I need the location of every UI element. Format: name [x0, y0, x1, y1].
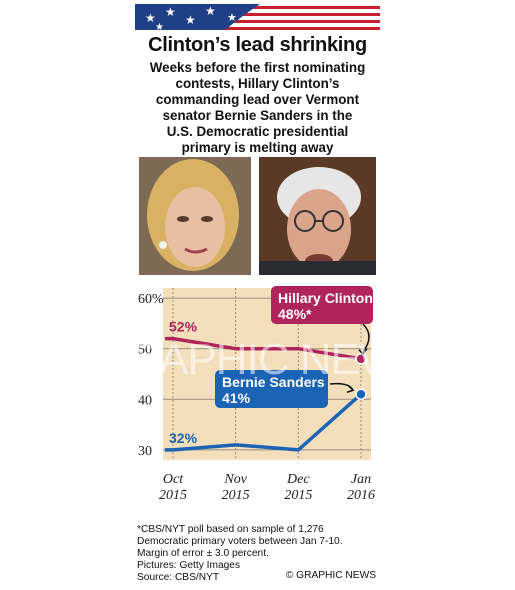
clinton-callout-value: 48%* — [278, 306, 312, 322]
sanders-callout-box — [215, 370, 328, 408]
x-tick-label: 2015 — [284, 488, 312, 503]
svg-text:★: ★ — [165, 5, 176, 19]
footnote: *CBS/NYT poll based on sample of 1,276 D… — [137, 524, 379, 584]
sanders-photo — [259, 157, 376, 275]
svg-text:★: ★ — [155, 22, 164, 30]
x-tick-label: 2015 — [222, 488, 250, 503]
footnote-line: *CBS/NYT poll based on sample of 1,276 — [137, 524, 324, 535]
x-tick-label: Jan — [351, 472, 371, 487]
y-tick-label: 60% — [138, 292, 164, 307]
y-tick-label: 50 — [138, 343, 152, 358]
x-tick-label: 2015 — [159, 488, 187, 503]
clinton-photo — [139, 157, 251, 275]
series-end-point — [355, 388, 367, 400]
svg-text:★: ★ — [185, 13, 196, 27]
series-line-clinton — [165, 336, 362, 361]
sanders-callout-value: 41% — [222, 390, 251, 406]
footnote-line: Pictures: Getty Images — [137, 560, 241, 571]
x-tick-label: Nov — [223, 472, 247, 487]
svg-text:★: ★ — [205, 4, 216, 18]
chart-title: Clinton’s lead shrinking — [148, 34, 367, 56]
arrowhead-icon — [346, 384, 355, 393]
y-tick-label: 30 — [138, 444, 152, 459]
clinton-callout-arrow — [362, 323, 370, 353]
svg-text:★: ★ — [145, 11, 156, 25]
x-tick-label: 2016 — [347, 488, 375, 503]
series-start-label: 52% — [169, 319, 198, 335]
chart-subtitle: Weeks before the first nominating contes… — [149, 60, 366, 155]
clinton-callout-box — [271, 286, 373, 324]
series-start-label: 32% — [169, 430, 198, 446]
sanders-callout-name: Bernie Sanders — [222, 374, 325, 390]
x-tick-label: Dec — [286, 472, 310, 487]
series-line-sanders — [165, 392, 363, 452]
y-tick-label: 40 — [138, 393, 152, 408]
clinton-callout-name: Hillary Clinton — [278, 290, 373, 306]
infographic-card: ★ ★ ★ ★ ★ ★ Clinton’s lead shrinking Wee… — [135, 4, 380, 584]
footnote-line: Source: CBS/NYT — [137, 572, 220, 583]
footnote-line: Democratic primary voters between Jan 7-… — [137, 536, 343, 547]
credit: © GRAPHIC NEWS — [285, 570, 376, 581]
series-end-point — [355, 353, 367, 365]
svg-text:★: ★ — [227, 12, 237, 24]
arrowhead-icon — [358, 348, 368, 355]
footnote-line: Margin of error ± 3.0 percent. — [137, 548, 269, 559]
candidate-photos — [139, 157, 376, 275]
poll-line-chart: 60%504030Oct2015Nov2015Dec2015Jan201652%… — [135, 280, 380, 503]
x-tick-label: Oct — [163, 472, 184, 487]
us-flag-banner: ★ ★ ★ ★ ★ ★ — [135, 4, 380, 30]
